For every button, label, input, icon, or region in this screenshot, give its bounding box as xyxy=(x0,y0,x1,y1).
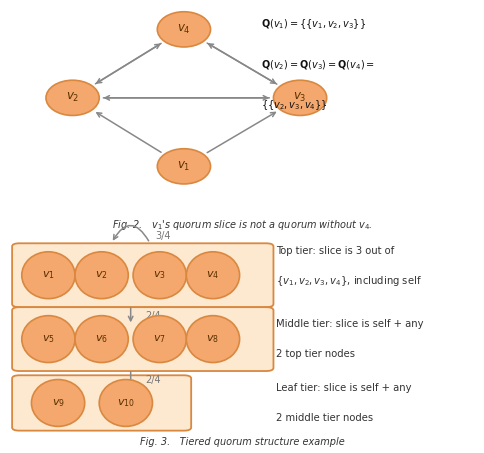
Text: 2 top tier nodes: 2 top tier nodes xyxy=(276,349,355,359)
FancyBboxPatch shape xyxy=(12,307,273,371)
Text: $v_3$: $v_3$ xyxy=(293,92,307,104)
Ellipse shape xyxy=(133,252,186,299)
Text: $v_6$: $v_6$ xyxy=(95,333,108,345)
Text: $v_9$: $v_9$ xyxy=(52,397,64,409)
Text: Fig. 2.   $v_1$'s quorum slice is not a quorum without $v_4$.: Fig. 2. $v_1$'s quorum slice is not a qu… xyxy=(112,218,372,232)
Text: $v_3$: $v_3$ xyxy=(153,270,166,281)
Ellipse shape xyxy=(186,252,240,299)
Text: Top tier: slice is 3 out of: Top tier: slice is 3 out of xyxy=(276,246,394,256)
Text: $v_5$: $v_5$ xyxy=(42,333,55,345)
Ellipse shape xyxy=(157,149,211,184)
Text: $v_4$: $v_4$ xyxy=(206,270,220,281)
Text: Middle tier: slice is self + any: Middle tier: slice is self + any xyxy=(276,319,424,329)
Ellipse shape xyxy=(31,380,85,426)
Ellipse shape xyxy=(186,316,240,362)
Text: $v_1$: $v_1$ xyxy=(42,270,55,281)
Text: 3/4: 3/4 xyxy=(155,231,170,241)
Text: $v_8$: $v_8$ xyxy=(207,333,219,345)
Text: Leaf tier: slice is self + any: Leaf tier: slice is self + any xyxy=(276,383,411,393)
Ellipse shape xyxy=(273,80,327,116)
Text: $\{\{v_2, v_3, v_4\}\}$: $\{\{v_2, v_3, v_4\}\}$ xyxy=(261,98,328,111)
Ellipse shape xyxy=(157,12,211,47)
Ellipse shape xyxy=(22,316,75,362)
Text: $\mathbf{Q}(v_2) = \mathbf{Q}(v_3) = \mathbf{Q}(v_4) =$: $\mathbf{Q}(v_2) = \mathbf{Q}(v_3) = \ma… xyxy=(261,59,375,72)
Text: $v_1$: $v_1$ xyxy=(177,160,191,173)
Text: $v_2$: $v_2$ xyxy=(66,92,79,104)
Ellipse shape xyxy=(22,252,75,299)
Text: 2/4: 2/4 xyxy=(145,375,161,385)
Ellipse shape xyxy=(99,380,152,426)
Text: 2/4: 2/4 xyxy=(145,311,161,321)
Text: $v_2$: $v_2$ xyxy=(95,270,108,281)
Ellipse shape xyxy=(75,252,128,299)
FancyBboxPatch shape xyxy=(12,375,191,431)
Text: $v_7$: $v_7$ xyxy=(153,333,166,345)
Ellipse shape xyxy=(133,316,186,362)
Text: 2 middle tier nodes: 2 middle tier nodes xyxy=(276,413,373,423)
Ellipse shape xyxy=(75,316,128,362)
Text: Fig. 3.   Tiered quorum structure example: Fig. 3. Tiered quorum structure example xyxy=(139,437,345,447)
Text: $\{v_1, v_2, v_3, v_4\}$, including self: $\{v_1, v_2, v_3, v_4\}$, including self xyxy=(276,274,422,288)
Text: $v_{10}$: $v_{10}$ xyxy=(117,397,135,409)
Text: $v_4$: $v_4$ xyxy=(177,23,191,36)
FancyBboxPatch shape xyxy=(12,243,273,307)
Ellipse shape xyxy=(46,80,99,116)
Text: $\mathbf{Q}(v_1) = \{\{v_1, v_2, v_3\}\}$: $\mathbf{Q}(v_1) = \{\{v_1, v_2, v_3\}\}… xyxy=(261,17,366,31)
